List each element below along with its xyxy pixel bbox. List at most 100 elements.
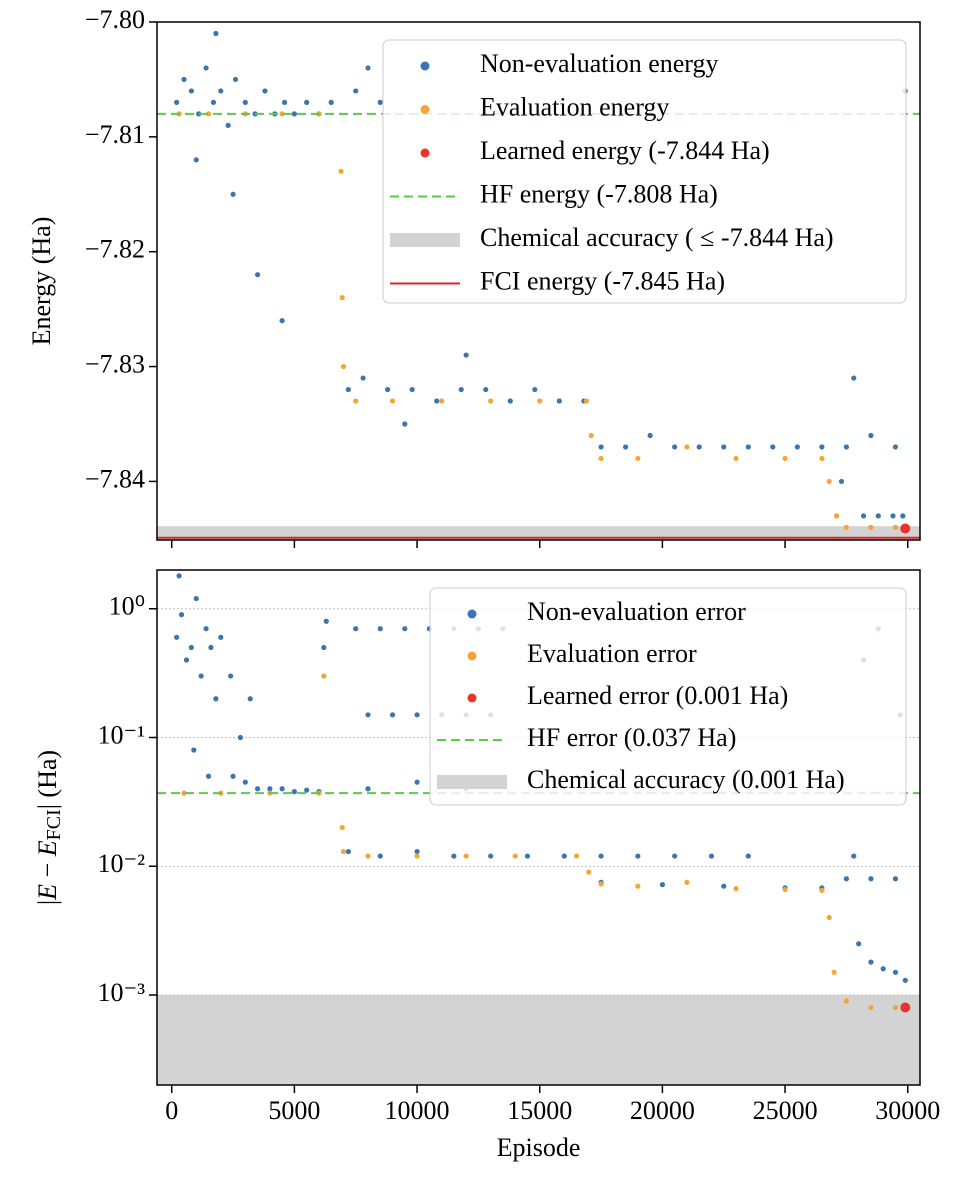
point [339,295,345,301]
legend-label: Learned energy (-7.844 Ha) [480,136,770,165]
x-tick-label: 10000 [385,1096,450,1125]
point [237,734,244,741]
point [338,168,344,174]
point [868,959,874,965]
point [174,99,180,105]
point [868,432,874,439]
point [451,853,457,859]
point [205,111,212,117]
y-axis-label-part: E [33,840,62,857]
axes-frame [156,569,921,1086]
point [782,455,788,462]
series [181,673,899,1011]
point [188,644,194,651]
point [365,786,371,792]
point [176,573,182,579]
point [203,65,209,71]
legend-label: Non-evaluation error [527,597,746,626]
point [267,786,273,792]
point [512,853,518,859]
series [174,30,908,519]
point [833,513,840,519]
point [247,696,253,702]
legend-label: Evaluation energy [480,92,669,121]
point [880,966,886,972]
point [902,977,908,983]
point [684,444,690,450]
point [782,886,788,893]
point [254,272,261,278]
point [262,88,268,94]
y-tick-label: 10⁻¹ [97,720,145,749]
point [385,386,391,393]
point [254,786,261,792]
point [721,444,727,450]
point [230,773,236,779]
point [826,478,832,485]
point [583,398,589,404]
point [843,524,849,530]
point [279,111,285,117]
point [556,398,562,404]
point [213,30,219,37]
x-tick-label: 0 [165,1096,178,1125]
point [414,848,420,855]
point [414,712,420,718]
point [868,1004,874,1011]
point [892,969,899,975]
point [191,747,197,753]
legend: Non-evaluation error Evaluation error Lear… [429,587,907,806]
legend-marker [390,233,460,247]
point [831,969,837,975]
y-tick-label: 10⁻³ [97,978,145,1007]
point [488,398,494,404]
legend-label: FCI energy (-7.845 Ha) [480,266,725,295]
accuracy-band [157,995,920,1085]
point [672,853,678,859]
point [193,157,199,163]
point [573,853,580,859]
point [733,455,739,462]
point [843,998,849,1004]
point [232,76,239,83]
legend: Non-evaluation energy Evaluation energy Le… [382,39,907,304]
point [208,644,214,651]
point [890,513,896,519]
x-axis-label: Episode [497,1133,581,1162]
point [708,853,715,859]
legend-label: Learned error (0.001 Ha) [527,681,788,710]
y-tick-label: −7.81 [85,120,145,149]
point [402,626,408,632]
legend-box [382,39,907,304]
point [198,673,204,679]
series [900,1002,911,1013]
point [365,65,371,71]
y-axis-label: Energy (Ha) [27,217,56,346]
point [745,853,751,859]
point [291,789,297,795]
point [868,524,874,530]
point [647,432,653,439]
y-axis-label-part: FCI [43,809,65,840]
point [242,779,248,785]
point [733,886,739,892]
x-tick-label: 15000 [507,1096,572,1125]
x-tick-label: 5000 [268,1096,320,1125]
point [365,853,371,859]
learned-point [900,523,911,534]
point [304,787,310,793]
point [340,848,347,855]
point [588,432,594,439]
point [488,853,494,859]
point [353,88,359,94]
point [188,88,194,94]
point [598,881,604,887]
point [203,626,209,632]
point [389,398,396,404]
point [178,612,185,618]
x-tick-label: 20000 [630,1096,695,1125]
axes-frame [156,21,921,541]
x-tick-label: 25000 [753,1096,818,1125]
legend-marker [420,61,430,71]
plot-area [157,30,920,540]
